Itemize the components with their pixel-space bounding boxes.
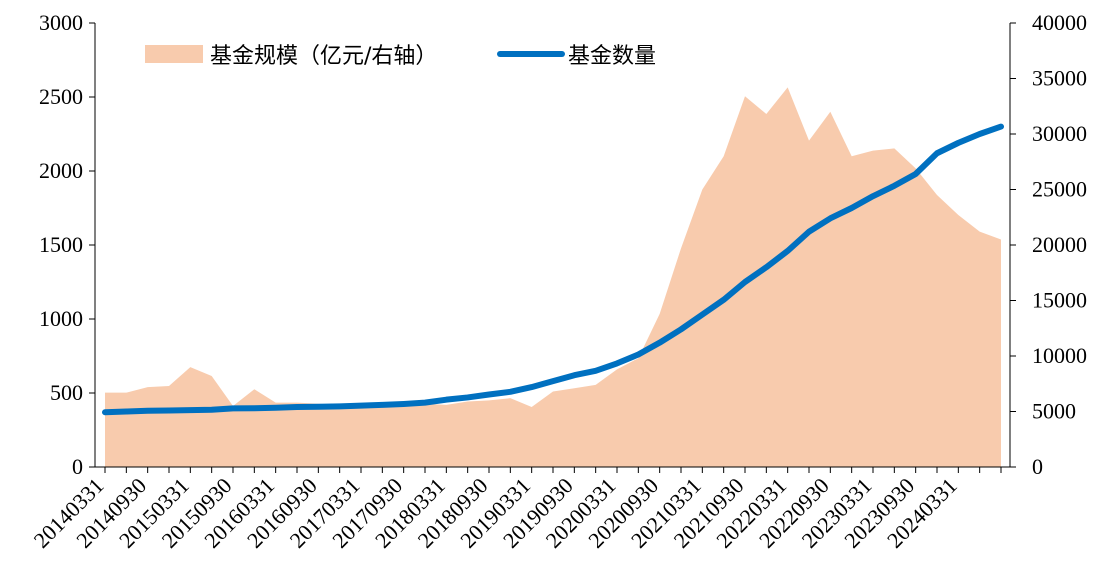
left-axis-tick-label: 1500 [39,232,83,257]
legend-area-label: 基金规模（亿元/右轴） [210,44,437,69]
legend-line-label: 基金数量 [568,44,656,69]
fund-size-area [105,87,1001,467]
left-axis-tick-label: 1000 [39,306,83,331]
right-axis-tick-label: 5000 [1032,399,1076,424]
right-axis-tick-label: 0 [1032,454,1043,479]
legend-area-swatch [145,45,203,63]
fund-count-line [102,123,1004,416]
axes [89,22,1016,473]
left-axis-tick-label: 2000 [39,158,83,183]
right-axis-tick-label: 25000 [1032,177,1087,202]
right-axis-tick-label: 20000 [1032,232,1087,257]
left-axis-tick-label: 500 [50,380,83,405]
right-axis-tick-label: 15000 [1032,288,1087,313]
right-axis-tick-label: 10000 [1032,343,1087,368]
left-axis-tick-label: 0 [72,454,83,479]
legend: 基金规模（亿元/右轴） 基金数量 [145,44,656,69]
left-axis-tick-label: 2500 [39,84,83,109]
right-axis-tick-label: 35000 [1032,66,1087,91]
right-axis-tick-label: 40000 [1032,10,1087,35]
left-axis-tick-label: 3000 [39,10,83,35]
right-axis-tick-label: 30000 [1032,121,1087,146]
line-layer [102,123,1004,416]
area-layer [105,87,1001,467]
